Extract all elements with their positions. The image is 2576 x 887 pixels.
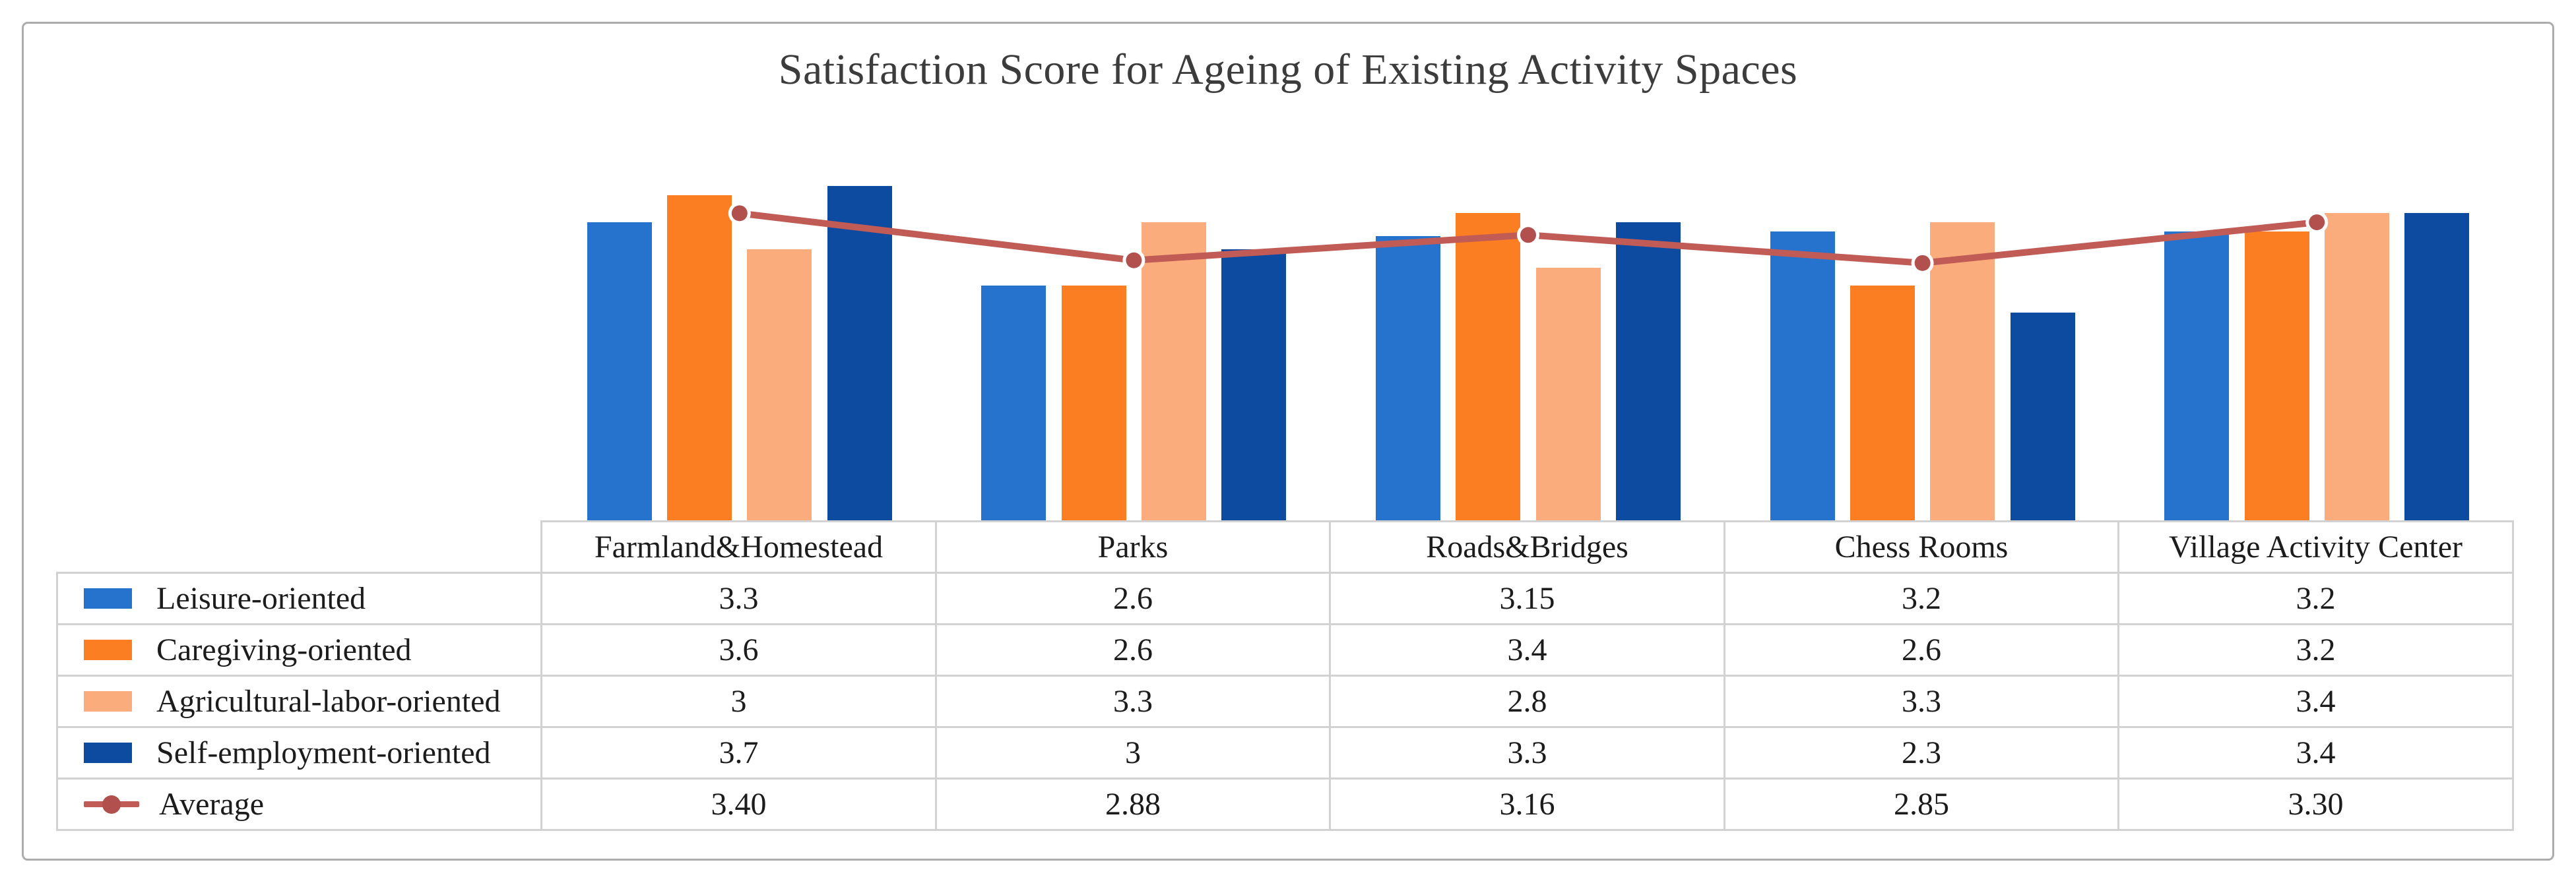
value-cell: 3.3 bbox=[540, 572, 937, 625]
series-label: Self-employment-oriented bbox=[156, 735, 491, 770]
data-table: Farmland&Homestead Parks Roads&Bridges Ches… bbox=[56, 520, 2514, 831]
value-cell: 3.30 bbox=[2117, 778, 2514, 831]
bar-leisure-oriented-cat3 bbox=[1376, 235, 1441, 521]
header-row: Farmland&Homestead Parks Roads&Bridges Ches… bbox=[57, 520, 2514, 574]
value-cell: 3.2 bbox=[1723, 572, 2119, 625]
value-cell: 3.16 bbox=[1329, 778, 1725, 831]
bar-agricultural-labor-oriented-cat5 bbox=[2324, 213, 2389, 521]
value-cell: 3.6 bbox=[540, 623, 937, 677]
bar-self-employment-oriented-cat1 bbox=[827, 186, 892, 521]
value-cell: 3.4 bbox=[2117, 675, 2514, 728]
series-label: Average bbox=[159, 787, 264, 822]
bar-agricultural-labor-oriented-cat4 bbox=[1930, 222, 1995, 521]
value-cell: 3.4 bbox=[1329, 623, 1725, 677]
legend-dot-icon bbox=[102, 795, 121, 814]
row-label-cell: Caregiving-oriented bbox=[56, 623, 542, 677]
average-marker-cat1 bbox=[731, 205, 748, 222]
bar-leisure-oriented-cat1 bbox=[587, 222, 652, 521]
data-table-header: Farmland&Homestead Parks Roads&Bridges Ches… bbox=[57, 520, 2514, 574]
bar-leisure-oriented-cat5 bbox=[2164, 231, 2230, 521]
bar-leisure-oriented-cat4 bbox=[1770, 231, 1835, 521]
bar-self-employment-oriented-cat5 bbox=[2404, 213, 2470, 521]
value-cell: 3 bbox=[540, 675, 937, 728]
bar-caregiving-oriented-cat5 bbox=[2244, 231, 2309, 521]
bar-caregiving-oriented-cat1 bbox=[667, 195, 732, 521]
row-label-cell: Self-employment-oriented bbox=[56, 726, 542, 780]
table-corner-blank bbox=[57, 521, 542, 574]
row-label-cell: Average bbox=[56, 778, 542, 831]
bar-self-employment-oriented-cat2 bbox=[1221, 249, 1287, 521]
series-label: Agricultural-labor-oriented bbox=[156, 684, 501, 719]
bar-caregiving-oriented-cat4 bbox=[1850, 286, 1915, 521]
value-cell: 3.3 bbox=[1329, 726, 1725, 780]
column-header-2: Parks bbox=[935, 520, 1331, 574]
average-marker-cat4 bbox=[1914, 255, 1931, 271]
series-label: Leisure-oriented bbox=[156, 581, 366, 616]
row-label-cell: Leisure-oriented bbox=[56, 572, 542, 625]
column-header-1: Farmland&Homestead bbox=[540, 520, 937, 574]
legend-key-swatch bbox=[84, 691, 132, 712]
value-cell: 3.7 bbox=[540, 726, 937, 780]
value-cell: 3.3 bbox=[1723, 675, 2119, 728]
bar-leisure-oriented-cat2 bbox=[981, 286, 1046, 521]
average-line-layer bbox=[728, 202, 2329, 274]
legend-key-line-marker bbox=[84, 793, 139, 816]
table-row: Average 3.40 2.88 3.16 2.85 3.30 bbox=[56, 778, 2514, 831]
table-row: Self-employment-oriented 3.7 3 3.3 2.3 3.4 bbox=[56, 726, 2514, 780]
value-cell: 2.6 bbox=[935, 572, 1331, 625]
legend-key-swatch bbox=[84, 743, 132, 763]
value-cell: 3.3 bbox=[935, 675, 1331, 728]
table-row: Caregiving-oriented 3.6 2.6 3.4 2.6 3.2 bbox=[56, 623, 2514, 677]
bar-agricultural-labor-oriented-cat1 bbox=[747, 249, 812, 521]
bar-caregiving-oriented-cat3 bbox=[1456, 213, 1521, 521]
column-header-3: Roads&Bridges bbox=[1329, 520, 1725, 574]
value-cell: 3.2 bbox=[2117, 572, 2514, 625]
series-label: Caregiving-oriented bbox=[156, 632, 412, 667]
plot-area bbox=[542, 159, 2514, 521]
value-cell: 2.6 bbox=[1723, 623, 2119, 677]
table-row: Agricultural-labor-oriented 3 3.3 2.8 3.3 3.4 bbox=[56, 675, 2514, 728]
value-cell: 3 bbox=[935, 726, 1331, 780]
column-header-5: Village Activity Center bbox=[2117, 520, 2514, 574]
bar-agricultural-labor-oriented-cat2 bbox=[1142, 222, 1207, 521]
bar-agricultural-labor-oriented-cat3 bbox=[1535, 267, 1601, 521]
legend-key-swatch bbox=[84, 640, 132, 660]
value-cell: 2.85 bbox=[1723, 778, 2119, 831]
value-cell: 2.8 bbox=[1329, 675, 1725, 728]
chart-title: Satisfaction Score for Ageing of Existin… bbox=[778, 46, 1798, 94]
bar-caregiving-oriented-cat2 bbox=[1061, 286, 1126, 521]
value-cell: 3.15 bbox=[1329, 572, 1725, 625]
data-table-body: Leisure-oriented 3.3 2.6 3.15 3.2 3.2 Caregivi… bbox=[56, 572, 2514, 831]
value-cell: 2.6 bbox=[935, 623, 1331, 677]
bar-self-employment-oriented-cat3 bbox=[1615, 222, 1681, 521]
average-marker-cat3 bbox=[1520, 227, 1536, 243]
value-cell: 3.2 bbox=[2117, 623, 2514, 677]
average-marker-cat5 bbox=[2309, 214, 2325, 231]
value-cell: 2.3 bbox=[1723, 726, 2119, 780]
row-label-cell: Agricultural-labor-oriented bbox=[56, 675, 542, 728]
legend-key-swatch bbox=[84, 588, 132, 609]
value-cell: 3.40 bbox=[540, 778, 937, 831]
value-cell: 3.4 bbox=[2117, 726, 2514, 780]
value-cell: 2.88 bbox=[935, 778, 1331, 831]
column-header-4: Chess Rooms bbox=[1723, 520, 2119, 574]
table-row: Leisure-oriented 3.3 2.6 3.15 3.2 3.2 bbox=[56, 572, 2514, 625]
bar-self-employment-oriented-cat4 bbox=[2010, 313, 2075, 521]
average-marker-cat2 bbox=[1126, 252, 1142, 268]
